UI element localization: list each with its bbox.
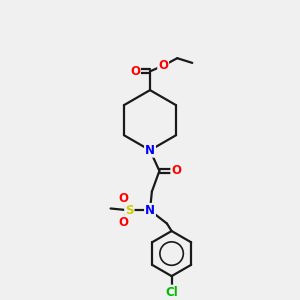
Text: N: N — [145, 204, 155, 217]
Text: O: O — [158, 59, 168, 72]
Text: N: N — [145, 144, 155, 157]
Text: O: O — [119, 192, 129, 205]
Text: Cl: Cl — [165, 286, 178, 298]
Text: S: S — [125, 204, 134, 217]
Text: O: O — [119, 216, 129, 229]
Text: O: O — [171, 164, 181, 177]
Text: O: O — [130, 65, 140, 78]
